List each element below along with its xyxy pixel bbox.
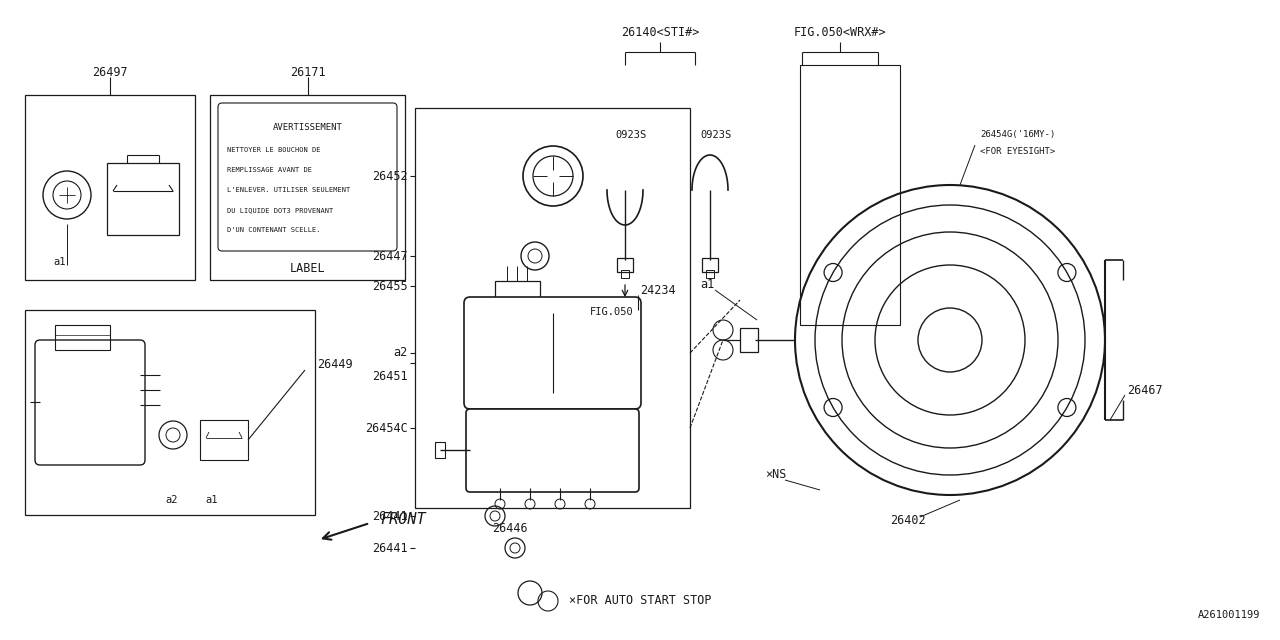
Text: REMPLISSAGE AVANT DE: REMPLISSAGE AVANT DE (227, 167, 312, 173)
Text: 26452: 26452 (372, 170, 408, 182)
Bar (617, 258, 634, 272)
Text: 26446: 26446 (493, 522, 527, 534)
Bar (707, 270, 714, 278)
Text: 26454C: 26454C (365, 422, 408, 435)
Bar (621, 270, 628, 278)
Text: A261001199: A261001199 (1198, 610, 1260, 620)
Text: 0923S: 0923S (700, 130, 731, 140)
Bar (415, 108, 690, 508)
Text: 26402: 26402 (890, 513, 925, 527)
Text: 26497: 26497 (92, 67, 128, 79)
Bar (200, 420, 248, 460)
FancyBboxPatch shape (466, 409, 639, 492)
Bar (210, 95, 404, 280)
Text: 0923S: 0923S (614, 130, 646, 140)
Text: AVERTISSEMENT: AVERTISSEMENT (273, 122, 343, 131)
Text: 26447: 26447 (372, 250, 408, 262)
Bar (495, 281, 540, 299)
Text: LABEL: LABEL (289, 262, 325, 275)
Text: FIG.050<WRX#>: FIG.050<WRX#> (794, 26, 886, 38)
Text: ×FOR AUTO START STOP: ×FOR AUTO START STOP (568, 593, 712, 607)
FancyBboxPatch shape (465, 297, 641, 409)
Bar (55, 325, 110, 350)
Text: FRONT: FRONT (380, 513, 426, 527)
Text: L'ENLEVER. UTILISER SEULEMENT: L'ENLEVER. UTILISER SEULEMENT (227, 187, 351, 193)
Text: 26171: 26171 (289, 67, 325, 79)
Text: 26441: 26441 (372, 541, 408, 554)
Text: NETTOYER LE BOUCHON DE: NETTOYER LE BOUCHON DE (227, 147, 320, 153)
Text: 26451: 26451 (372, 369, 408, 383)
Text: 26441: 26441 (372, 509, 408, 522)
Text: 24234: 24234 (640, 284, 676, 296)
Bar (740, 328, 758, 352)
Text: 26467: 26467 (1126, 383, 1162, 397)
Bar (435, 442, 445, 458)
Text: ×NS: ×NS (765, 468, 786, 481)
Text: 26140<STI#>: 26140<STI#> (621, 26, 699, 38)
Text: a1: a1 (700, 278, 714, 291)
Text: <FOR EYESIGHT>: <FOR EYESIGHT> (980, 147, 1055, 157)
Bar (26, 95, 195, 280)
Text: a2: a2 (394, 346, 408, 360)
Text: 26449: 26449 (317, 358, 352, 371)
Text: a2: a2 (165, 495, 178, 505)
Text: D'UN CONTENANT SCELLE.: D'UN CONTENANT SCELLE. (227, 227, 320, 233)
Text: DU LIQUIDE DOT3 PROVENANT: DU LIQUIDE DOT3 PROVENANT (227, 207, 333, 213)
Bar (108, 163, 179, 235)
Text: a1: a1 (205, 495, 218, 505)
Bar (701, 258, 718, 272)
Text: FIG.050: FIG.050 (590, 307, 634, 317)
Bar (26, 310, 315, 515)
Text: a1: a1 (52, 257, 65, 267)
Text: 26455: 26455 (372, 280, 408, 292)
Text: 26454G('16MY-): 26454G('16MY-) (980, 131, 1055, 140)
Bar (800, 65, 900, 325)
